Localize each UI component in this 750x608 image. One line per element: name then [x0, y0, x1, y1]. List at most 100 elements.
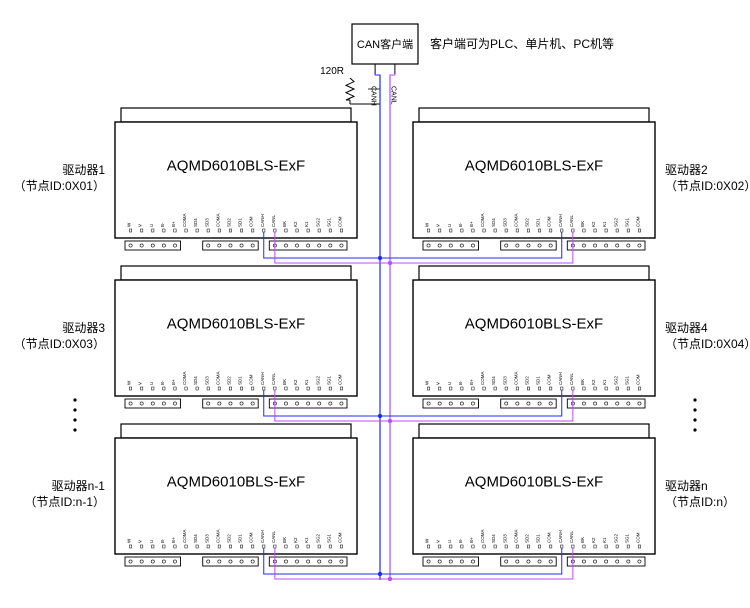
driver-name: 驱动器3 — [62, 321, 105, 335]
pin-label: SG2 — [315, 533, 320, 543]
pin-label: SG1 — [326, 533, 331, 543]
pin-label: V — [138, 540, 143, 543]
pin-label: W — [425, 538, 430, 543]
vdot — [693, 428, 696, 431]
pin-label: W — [127, 380, 132, 385]
pin-label: CANH — [260, 214, 265, 227]
pin-label: K1 — [602, 221, 607, 227]
vdot — [693, 398, 696, 401]
can-client-label: CAN客户端 — [357, 37, 413, 51]
vdot — [73, 408, 76, 411]
pin-label: SG1 — [624, 533, 629, 543]
pin-label: SD3 — [204, 218, 209, 227]
pin-label: SG1 — [326, 217, 331, 227]
pin-label: U — [447, 224, 452, 227]
pin-label: B- — [458, 222, 463, 227]
pin-label: SG2 — [315, 217, 320, 227]
pin-label: B+ — [469, 537, 474, 543]
pin-label: SG2 — [613, 217, 618, 227]
pin-label: B+ — [171, 221, 176, 227]
pin-label: SD2 — [226, 376, 231, 385]
pin-label: COMA — [215, 530, 220, 544]
pin-label: W — [425, 380, 430, 385]
pin-label: B- — [458, 380, 463, 385]
pin-label: SG1 — [624, 217, 629, 227]
pin-label: B+ — [469, 379, 474, 385]
pin-label: SD2 — [524, 218, 529, 227]
pin-label: BK — [580, 537, 585, 543]
pin-label: SG2 — [613, 375, 618, 385]
pin-label: COM — [337, 532, 342, 543]
pin-label: SD1 — [238, 218, 243, 227]
pin-label: K1 — [602, 537, 607, 543]
pin-label: COMA — [480, 214, 485, 228]
pin-label: SG1 — [624, 375, 629, 385]
pin-label: SD4 — [193, 376, 198, 385]
pin-label: BK — [282, 221, 287, 227]
pin-label: COM — [337, 216, 342, 227]
pin-label: SD2 — [524, 376, 529, 385]
bus-junction — [388, 419, 392, 423]
vdot — [73, 428, 76, 431]
pin-label: U — [149, 224, 154, 227]
pin-label: B- — [160, 538, 165, 543]
pin-label: SD1 — [536, 218, 541, 227]
pin-label: BK — [580, 379, 585, 385]
pin-label: COM — [635, 374, 640, 385]
pin-label: K1 — [304, 537, 309, 543]
pin-label: K1 — [304, 379, 309, 385]
pin-label: COMA — [513, 530, 518, 544]
pin-label: COM — [635, 216, 640, 227]
pin-label: COM — [249, 374, 254, 385]
pin-label: B- — [458, 538, 463, 543]
pin-label: K2 — [591, 537, 596, 543]
pin-label: U — [447, 382, 452, 385]
pin-label: K2 — [293, 537, 298, 543]
driver-name: 驱动器n-1 — [52, 479, 106, 493]
pin-label: COM — [547, 216, 552, 227]
pin-label: SD4 — [193, 218, 198, 227]
pin-label: K2 — [591, 379, 596, 385]
pin-label: SD4 — [491, 534, 496, 543]
pin-label: SD1 — [536, 376, 541, 385]
pin-label: SD3 — [502, 534, 507, 543]
pin-label: SG2 — [315, 375, 320, 385]
driver-model: AQMD6010BLS-ExF — [465, 158, 603, 175]
pin-label: B- — [160, 380, 165, 385]
pin-label: COMA — [513, 372, 518, 386]
pin-label: COM — [547, 374, 552, 385]
pin-label: COMA — [480, 372, 485, 386]
driver-model: AQMD6010BLS-ExF — [465, 316, 603, 333]
pin-label: COMA — [182, 214, 187, 228]
pin-label: V — [436, 224, 441, 227]
driver-name: 驱动器2 — [665, 163, 708, 177]
bus-junction — [378, 256, 382, 260]
pin-label: B- — [160, 222, 165, 227]
pin-label: COMA — [215, 214, 220, 228]
pin-label: SD2 — [524, 534, 529, 543]
pin-label: CANL — [271, 530, 276, 543]
pin-label: SD2 — [226, 218, 231, 227]
pin-label: SD4 — [491, 218, 496, 227]
pin-label: SD3 — [204, 534, 209, 543]
pin-label: COMA — [513, 214, 518, 228]
driver-name: 驱动器4 — [665, 321, 708, 335]
vdot — [693, 418, 696, 421]
vdot — [73, 398, 76, 401]
pin-label: CANH — [260, 372, 265, 385]
pin-label: K2 — [591, 221, 596, 227]
resistor-label: 120R — [320, 66, 344, 77]
driver-node: （节点ID:0X01） — [14, 179, 105, 193]
pin-label: W — [425, 222, 430, 227]
pin-label: CANH — [558, 530, 563, 543]
driver-name: 驱动器1 — [62, 163, 105, 177]
driver-node: （节点ID:0X03） — [14, 337, 105, 351]
pin-label: BK — [282, 379, 287, 385]
pin-label: V — [436, 382, 441, 385]
pin-label: BK — [282, 537, 287, 543]
pin-label: COMA — [182, 372, 187, 386]
pin-label: BK — [580, 221, 585, 227]
pin-label: COM — [547, 532, 552, 543]
pin-label: CANL — [569, 214, 574, 227]
driver-node: （节点ID:0X04） — [665, 337, 750, 351]
